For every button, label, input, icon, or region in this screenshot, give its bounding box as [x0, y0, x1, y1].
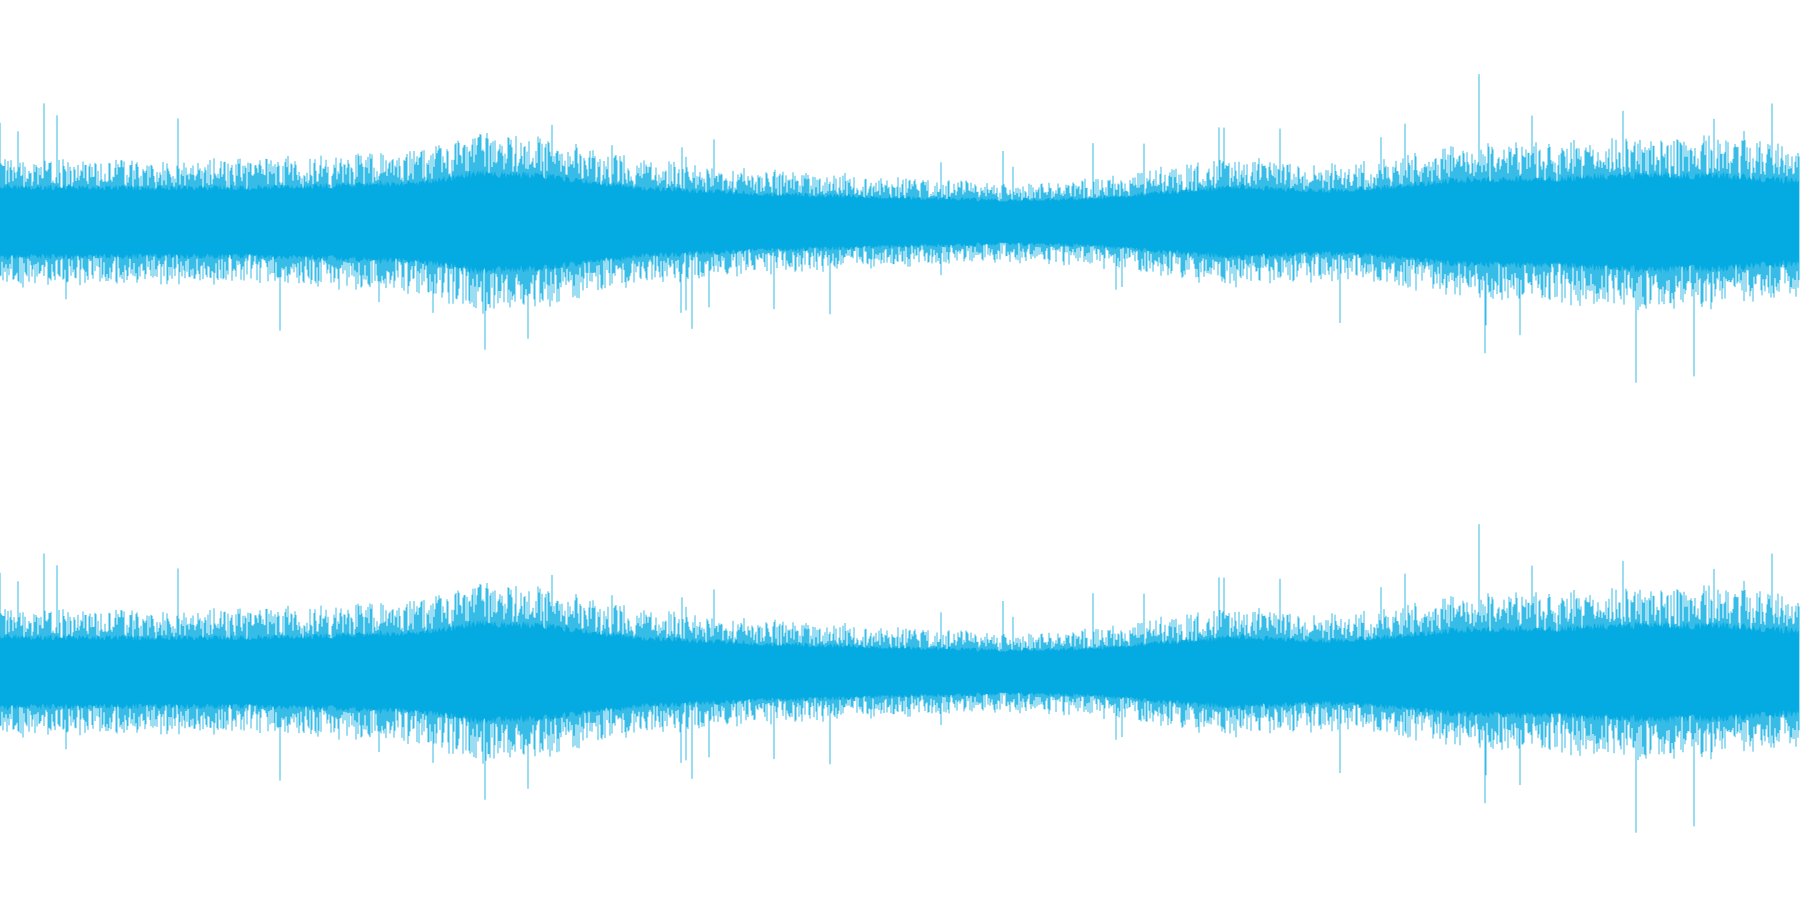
- waveform-channel-right: [0, 524, 1800, 833]
- waveform-peaks: [0, 74, 1800, 383]
- waveform-channel-left: [0, 74, 1800, 383]
- waveform-peaks: [0, 524, 1800, 833]
